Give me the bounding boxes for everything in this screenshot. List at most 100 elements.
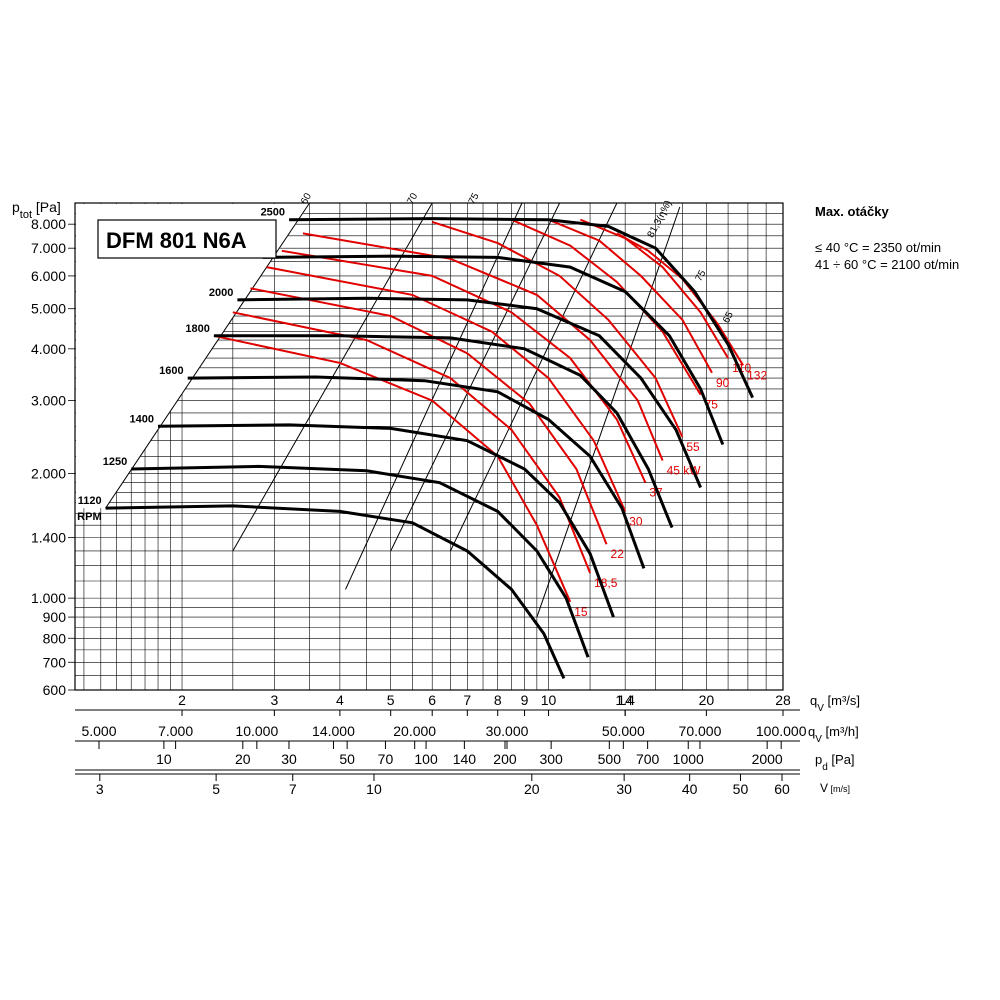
rpm-curve: [105, 504, 566, 680]
qv-tick-label: 5: [387, 692, 395, 708]
pd-tick-label: 70: [378, 751, 394, 767]
efficiency-label: 75: [694, 268, 709, 283]
power-curve: [266, 266, 627, 512]
system-line: [536, 206, 681, 618]
power-curve-label: 15: [574, 605, 588, 619]
qvh-tick-label: 7.000: [158, 723, 193, 739]
v-tick-label: 60: [774, 781, 790, 797]
v-tick-label: 5: [212, 781, 220, 797]
y-tick-label: 600: [43, 682, 67, 698]
rpm-curve: [213, 334, 674, 529]
power-curve: [511, 218, 702, 396]
power-curve: [548, 218, 713, 374]
rpm-curve-label: 2000: [209, 287, 233, 299]
rpm-curve: [289, 217, 754, 399]
pd-tick-label: 200: [493, 751, 517, 767]
qv-tick-label: 1.4: [615, 692, 635, 708]
pd-tick-label: 10: [156, 751, 172, 767]
rpm-curve: [187, 375, 646, 569]
rpm-curve: [237, 296, 702, 489]
power-curve: [302, 232, 664, 461]
max-speed-line-1: ≤ 40 °C = 2350 ot/min: [815, 240, 942, 255]
qvh-tick-label: 100.000: [756, 723, 807, 739]
qvh-tick-label: 14.000: [312, 723, 355, 739]
power-curve-label: 30: [629, 514, 643, 528]
rpm-unit-label: RPM: [77, 511, 101, 523]
y-tick-label: 800: [43, 630, 67, 646]
rpm-curve: [157, 423, 615, 618]
qvh-tick-label: 5.000: [81, 723, 116, 739]
efficiency-label: 75: [467, 191, 482, 206]
qv-tick-label: 2: [178, 692, 186, 708]
y-tick-label: 900: [43, 609, 67, 625]
pd-tick-label: 300: [539, 751, 563, 767]
qvh-tick-label: 30.000: [486, 723, 529, 739]
efficiency-label: 60: [299, 191, 314, 206]
v-tick-label: 10: [366, 781, 382, 797]
pd-tick-label: 2000: [752, 751, 783, 767]
qvh-axis-label: qV [m³/h]: [808, 724, 859, 745]
system-line: [345, 202, 523, 590]
qvh-tick-label: 50.000: [602, 723, 645, 739]
pd-tick-label: 20: [235, 751, 251, 767]
qv-tick-label: 20: [699, 692, 715, 708]
power-curve: [616, 232, 744, 366]
v-tick-label: 30: [616, 781, 632, 797]
chart-title: DFM 801 N6A: [106, 228, 247, 253]
qvh-tick-label: 10.000: [235, 723, 278, 739]
rpm-curve-label: 1600: [159, 365, 183, 377]
qv-tick-label: 7: [463, 692, 471, 708]
power-curve: [431, 220, 684, 438]
title-box: [97, 219, 277, 259]
v-tick-label: 7: [289, 781, 297, 797]
y-tick-label: 700: [43, 654, 67, 670]
qv-tick-label: 8: [494, 692, 502, 708]
qv-tick-label: 4: [336, 692, 344, 708]
power-curve-label: 132: [747, 368, 767, 382]
max-speed-line-2: 41 ÷ 60 °C = 2100 ot/min: [815, 257, 960, 272]
max-speed-panel: Max. otáčky ≤ 40 °C = 2350 ot/min 41 ÷ 6…: [815, 203, 995, 273]
qv-axis-label: qV [m³/s]: [810, 693, 860, 714]
qv-tick-label: 14: [617, 692, 633, 708]
rpm-curve-label: 1250: [103, 456, 127, 468]
rpm-curve: [262, 254, 725, 446]
qv-tick-label: 6: [428, 692, 436, 708]
pd-tick-label: 500: [598, 751, 622, 767]
power-curve: [580, 218, 729, 359]
blank-region: [76, 204, 310, 509]
qvh-tick-label: 20.000: [393, 723, 436, 739]
y-tick-label: 8.000: [31, 216, 66, 232]
power-curve-label: 22: [611, 547, 625, 561]
efficiency-label: 65: [721, 310, 736, 325]
qv-tick-label: 28: [775, 692, 791, 708]
power-curve-label: 90: [716, 376, 730, 390]
rpm-curve-label: 1400: [130, 413, 154, 425]
qvh-tick-label: 70.000: [679, 723, 722, 739]
qv-tick-label: 10: [541, 692, 557, 708]
y-tick-label: 1.400: [31, 530, 66, 546]
y-tick-label: 7.000: [31, 240, 66, 256]
y-tick-label: 2.000: [31, 465, 66, 481]
qv-tick-label: 3: [270, 692, 278, 708]
y-axis-label: ptot [Pa]: [12, 199, 61, 221]
y-tick-label: 5.000: [31, 301, 66, 317]
power-curve: [281, 249, 647, 484]
rpm-curve: [131, 464, 590, 658]
pd-tick-label: 30: [281, 751, 297, 767]
v-axis-label: V [m/s]: [820, 781, 850, 795]
pd-tick-label: 100: [414, 751, 438, 767]
y-tick-label: 3.000: [31, 393, 66, 409]
max-speed-title: Max. otáčky: [815, 204, 889, 219]
pd-tick-label: 140: [453, 751, 477, 767]
v-tick-label: 20: [524, 781, 540, 797]
pd-tick-label: 50: [339, 751, 355, 767]
pd-tick-label: 1000: [673, 751, 704, 767]
plot-frame: [74, 202, 784, 691]
power-curve: [213, 334, 572, 603]
qv-tick-label: 9: [521, 692, 529, 708]
power-curve-label: 55: [686, 440, 700, 454]
v-tick-label: 40: [682, 781, 698, 797]
pd-axis-label: pd [Pa]: [815, 752, 855, 773]
y-tick-label: 1.000: [31, 590, 66, 606]
